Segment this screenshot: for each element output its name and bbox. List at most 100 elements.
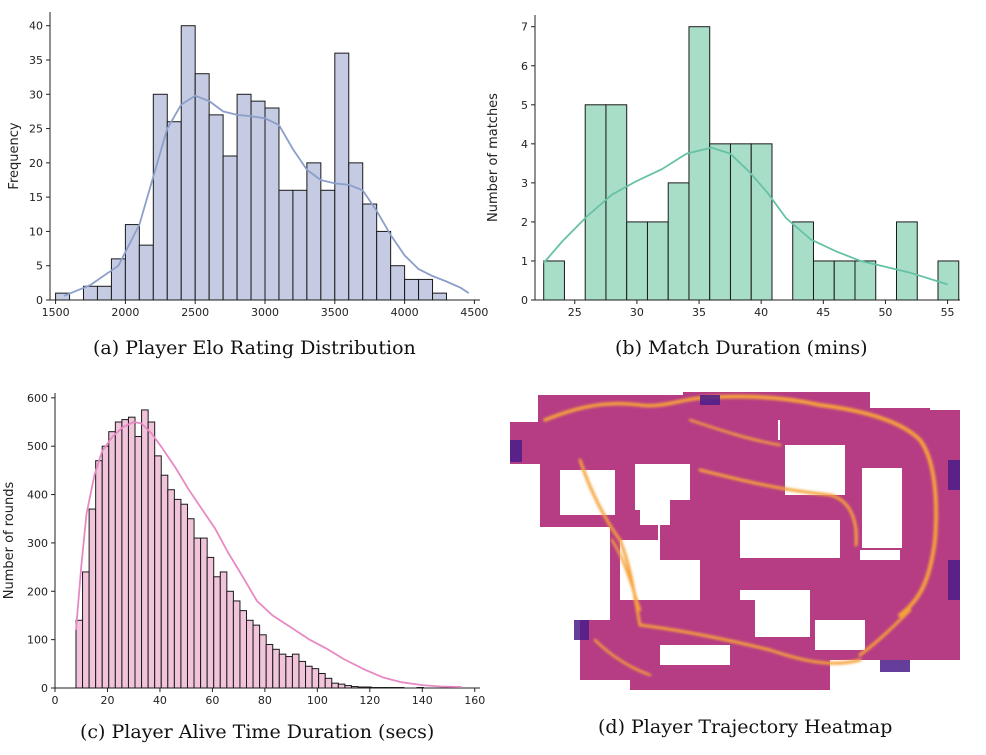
- x-tick-label: 80: [258, 694, 272, 707]
- histogram-bar: [194, 73, 210, 301]
- histogram-bar: [334, 52, 350, 301]
- y-tick-label: 200: [27, 585, 48, 598]
- trajectory-heatmap: [510, 392, 960, 690]
- y-tick-label: 20: [29, 157, 43, 170]
- histogram-bar: [750, 143, 773, 301]
- histogram-bar: [101, 445, 110, 689]
- histogram-bar: [147, 421, 156, 689]
- histogram-bar: [320, 189, 336, 301]
- histogram-bar: [357, 686, 366, 689]
- histogram-bar: [193, 537, 202, 689]
- histogram-bar: [376, 230, 392, 301]
- y-tick-label: 3: [521, 177, 528, 190]
- histogram-bar: [854, 260, 877, 301]
- y-axis-label: Number of matches: [486, 93, 501, 222]
- histogram-bar: [318, 672, 326, 689]
- histogram-bar: [362, 203, 378, 301]
- histogram-bar: [688, 26, 711, 301]
- x-tick-label: 160: [464, 694, 485, 707]
- y-tick-label: 5: [36, 260, 43, 273]
- histogram-bar: [208, 114, 224, 301]
- histogram-bar: [180, 25, 196, 301]
- histogram-bar: [418, 278, 434, 301]
- y-tick-label: 7: [521, 21, 528, 34]
- histogram-bar: [108, 431, 116, 689]
- y-tick-label: 35: [29, 54, 43, 67]
- histogram-bar: [543, 260, 565, 301]
- y-tick-label: 500: [27, 440, 48, 453]
- x-tick-label: 0: [52, 694, 59, 707]
- x-tick-label: 40: [153, 694, 167, 707]
- histogram-bar: [432, 292, 447, 301]
- histogram-bar: [667, 182, 690, 301]
- x-tick-label: 45: [816, 306, 830, 319]
- kde-curve: [75, 421, 462, 688]
- histogram-bar: [259, 634, 267, 689]
- y-tick-label: 0: [41, 682, 48, 695]
- x-tick-label: 50: [878, 306, 892, 319]
- histogram-bar: [173, 498, 182, 689]
- x-tick-label: 4000: [391, 306, 419, 319]
- histogram-bar: [236, 93, 252, 301]
- histogram-bar: [292, 189, 308, 301]
- y-tick-label: 100: [27, 634, 48, 647]
- caption-d: (d) Player Trajectory Heatmap: [598, 716, 893, 738]
- x-tick-label: 100: [307, 694, 328, 707]
- y-tick-label: 40: [29, 20, 43, 33]
- histogram-bar: [239, 610, 248, 689]
- caption-b: (b) Match Duration (mins): [615, 337, 868, 359]
- x-tick-label: 2500: [181, 306, 209, 319]
- histogram-bar: [75, 619, 84, 689]
- histogram-bar: [250, 100, 266, 301]
- y-tick-label: 5: [521, 99, 528, 112]
- y-tick-label: 15: [29, 191, 43, 204]
- caption-a: (a) Player Elo Rating Distribution: [93, 337, 416, 359]
- histogram-bar: [264, 107, 280, 301]
- histogram-bar: [180, 503, 188, 689]
- histogram-bar: [222, 155, 238, 301]
- histogram-bar: [213, 576, 221, 689]
- histogram-bar: [160, 474, 169, 689]
- histogram-bar: [166, 121, 182, 301]
- histogram-bar: [206, 556, 215, 689]
- histogram-bar: [186, 518, 195, 689]
- histogram-bar: [272, 648, 280, 689]
- histogram-bar: [83, 285, 98, 301]
- histogram-bar: [895, 221, 918, 301]
- histogram-bar: [298, 660, 307, 689]
- histogram-bar: [252, 624, 261, 689]
- histogram-bar: [278, 653, 287, 689]
- x-tick-label: 1500: [42, 306, 70, 319]
- x-tick-label: 40: [754, 306, 768, 319]
- histogram-bar: [291, 653, 300, 689]
- x-tick-label: 30: [630, 306, 644, 319]
- y-tick-label: 4: [521, 138, 528, 151]
- histogram-bar: [95, 460, 103, 689]
- histogram-bar: [331, 682, 339, 689]
- y-tick-label: 6: [521, 60, 528, 73]
- histogram-bar: [114, 421, 123, 689]
- histogram-bar: [154, 455, 162, 689]
- histogram-bar: [812, 260, 835, 301]
- histogram-bar: [344, 685, 352, 689]
- histogram-bar: [937, 260, 960, 301]
- kde-curve: [543, 146, 948, 286]
- y-tick-label: 400: [27, 489, 48, 502]
- histogram-bar: [605, 104, 628, 301]
- x-tick-label: 4500: [460, 306, 488, 319]
- histogram-bar: [626, 221, 648, 301]
- heatmap-trajectories: [543, 394, 939, 677]
- histogram-bar: [88, 508, 97, 689]
- histogram-bar: [200, 537, 208, 689]
- y-tick-label: 300: [27, 537, 48, 550]
- histogram-bar: [55, 292, 71, 301]
- y-tick-label: 0: [521, 294, 528, 307]
- y-tick-label: 0: [36, 294, 43, 307]
- chart-alive-time: 0 20 40 60 80 100 120 140 160 0 100 200 300 400 500 600…: [2, 392, 485, 707]
- histogram-bar: [729, 143, 752, 301]
- histogram-bar: [709, 143, 731, 301]
- y-tick-label: 25: [29, 123, 43, 136]
- histogram-bar: [141, 409, 149, 689]
- x-tick-label: 2000: [111, 306, 139, 319]
